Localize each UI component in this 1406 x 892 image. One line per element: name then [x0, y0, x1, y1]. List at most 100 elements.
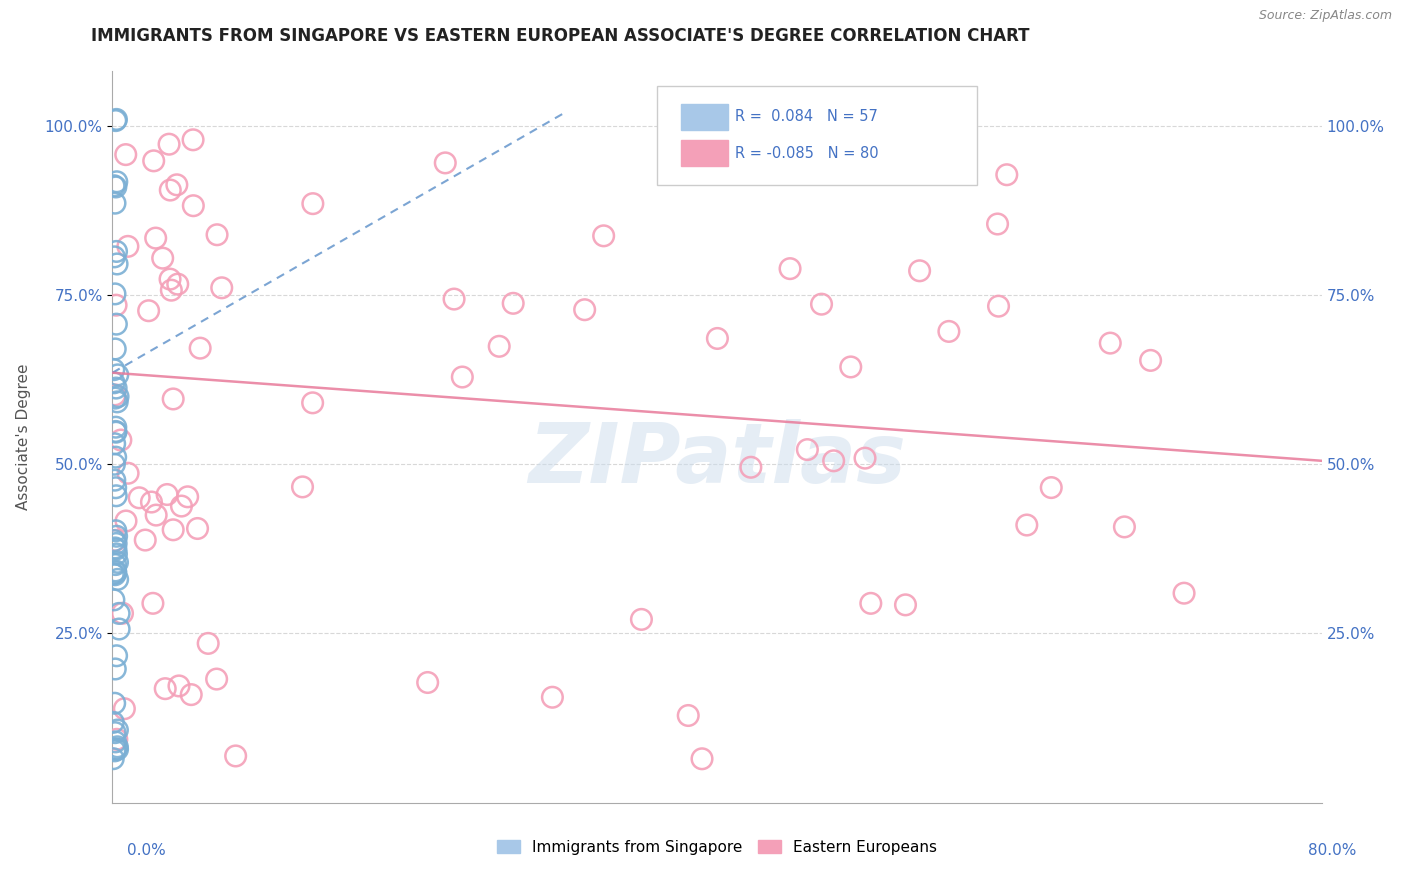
Point: [105, 381, 128, 395]
Point: [105, 298, 128, 312]
Point: [157, 137, 180, 152]
Point: [105, 529, 128, 543]
Point: [180, 688, 202, 702]
Point: [541, 690, 564, 705]
Point: [107, 368, 129, 382]
Point: [1040, 481, 1063, 495]
Point: [145, 508, 167, 522]
Point: [1099, 336, 1122, 351]
Point: [416, 675, 439, 690]
Point: [301, 396, 323, 410]
Point: [103, 362, 125, 376]
Point: [138, 303, 160, 318]
Point: [110, 433, 132, 447]
Point: [104, 286, 127, 301]
Text: 80.0%: 80.0%: [1309, 843, 1357, 858]
Point: [166, 178, 188, 192]
Point: [443, 292, 465, 306]
Point: [104, 450, 127, 464]
Point: [159, 183, 181, 197]
Point: [104, 425, 127, 439]
Point: [995, 168, 1018, 182]
Point: [908, 264, 931, 278]
Point: [104, 735, 127, 749]
Point: [107, 573, 129, 587]
Point: [107, 742, 129, 756]
Point: [104, 437, 127, 451]
Point: [104, 473, 127, 487]
Point: [104, 391, 127, 405]
Point: [104, 567, 127, 582]
Point: [108, 622, 131, 636]
Text: R = -0.085   N = 80: R = -0.085 N = 80: [735, 145, 879, 161]
Point: [104, 558, 127, 572]
Point: [434, 156, 457, 170]
Point: [105, 648, 128, 663]
Point: [103, 752, 125, 766]
Point: [142, 153, 165, 168]
Point: [107, 390, 129, 404]
Point: [859, 596, 882, 610]
Point: [186, 521, 208, 535]
Point: [104, 420, 127, 434]
Point: [451, 370, 474, 384]
Point: [181, 199, 204, 213]
Point: [105, 536, 128, 550]
FancyBboxPatch shape: [657, 86, 977, 185]
Point: [104, 742, 127, 756]
Point: [105, 739, 128, 754]
FancyBboxPatch shape: [681, 103, 728, 130]
Point: [107, 555, 129, 569]
Point: [678, 708, 700, 723]
Point: [141, 495, 163, 509]
Point: [839, 359, 862, 374]
Point: [103, 715, 125, 730]
Point: [188, 341, 211, 355]
Point: [162, 392, 184, 406]
Point: [706, 331, 728, 345]
Point: [134, 533, 156, 547]
Y-axis label: Associate's Degree: Associate's Degree: [15, 364, 31, 510]
Point: [205, 672, 228, 686]
Point: [104, 388, 127, 402]
Point: [105, 112, 128, 127]
Text: IMMIGRANTS FROM SINGAPORE VS EASTERN EUROPEAN ASSOCIATE'S DEGREE CORRELATION CHA: IMMIGRANTS FROM SINGAPORE VS EASTERN EUR…: [91, 27, 1029, 45]
Point: [105, 175, 128, 189]
Point: [112, 702, 135, 716]
Point: [104, 564, 127, 578]
Point: [103, 566, 125, 581]
Point: [488, 339, 510, 353]
Point: [104, 541, 127, 555]
Point: [502, 296, 524, 310]
Point: [104, 524, 127, 538]
Point: [104, 113, 127, 128]
Point: [156, 487, 179, 501]
Point: [103, 376, 125, 390]
Point: [592, 228, 614, 243]
Point: [103, 593, 125, 607]
Text: R =  0.084   N = 57: R = 0.084 N = 57: [735, 109, 879, 124]
Point: [104, 342, 127, 356]
Point: [104, 180, 127, 194]
Point: [103, 533, 125, 548]
Point: [1015, 518, 1038, 533]
Point: [1139, 353, 1161, 368]
Point: [105, 395, 128, 409]
Point: [105, 244, 128, 259]
Point: [160, 283, 183, 297]
Point: [779, 261, 801, 276]
Point: [104, 481, 127, 495]
Point: [103, 178, 125, 193]
Point: [170, 499, 193, 513]
Point: [167, 679, 190, 693]
Point: [104, 533, 127, 548]
Point: [104, 725, 127, 739]
Point: [986, 217, 1008, 231]
Legend: Immigrants from Singapore, Eastern Europeans: Immigrants from Singapore, Eastern Europ…: [491, 834, 943, 861]
Point: [152, 251, 174, 265]
Point: [103, 457, 125, 471]
Point: [111, 607, 134, 621]
Text: 0.0%: 0.0%: [127, 843, 166, 858]
Point: [796, 442, 818, 457]
Point: [176, 490, 198, 504]
